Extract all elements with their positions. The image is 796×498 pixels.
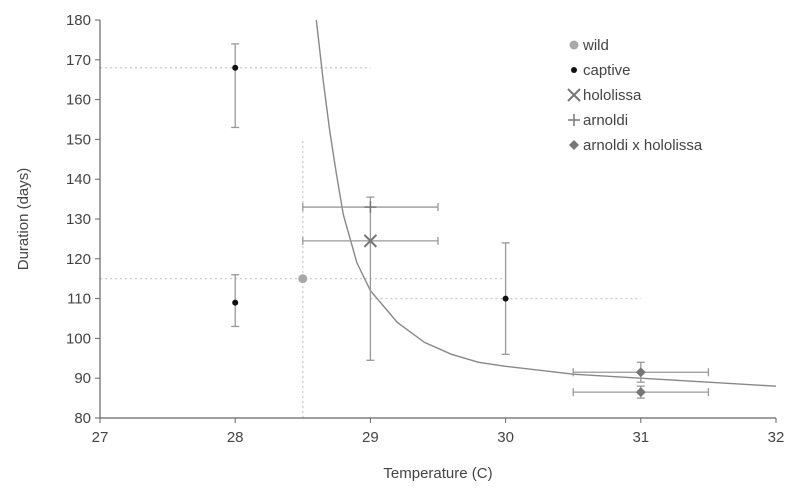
legend-marker-hololissa-stroke [567,88,581,102]
y-tick-label: 100 [66,330,91,347]
y-axis-label: Duration (days) [15,168,32,271]
legend-marker-hololissa [567,88,581,102]
legend: wild captive hololissa arnoldi arnoldi x hol… [567,37,703,154]
y-tick-label: 80 [74,410,91,427]
data-point-hololissa-stroke [363,234,378,248]
y-tick-label: 160 [66,92,91,109]
y-tick-label: 130 [66,211,91,228]
legend-label-arnoldi: arnoldi [583,112,628,129]
y-tick-label: 140 [66,171,91,188]
fit-curve [315,19,777,387]
data-point-hololissa [363,234,378,248]
data-point-captive [232,64,239,71]
data-point-captive [232,299,239,306]
fit-curve-group [315,19,777,387]
x-tick-label: 30 [497,429,514,446]
x-tick-label: 27 [92,429,109,446]
y-tick-label: 120 [66,251,91,268]
data-point-captive [502,295,509,302]
legend-label-captive: captive [583,62,631,79]
y-tick-label: 90 [74,370,91,387]
legend-label-wild: wild [582,37,609,54]
legend-marker-captive [571,67,577,73]
legend-marker-arnoldi_x_hololissa [569,140,579,150]
y-tick-label: 180 [66,12,91,29]
legend-marker-arnoldi [568,114,580,126]
x-tick-label: 28 [227,429,244,446]
axes [95,19,777,423]
x-axis-label: Temperature (C) [383,465,492,482]
tick-labels: 80 90 100 110 120 130 140 150 160 170 180 27 28 29 30 3… [66,12,784,446]
x-tick-label: 32 [768,429,785,446]
x-tick-label: 29 [362,429,379,446]
legend-label-hololissa: hololissa [583,87,642,104]
data-point-arnoldi-x-hololissa [635,387,646,398]
legend-marker-wild [569,40,579,50]
legend-label-arnoldi_x_hololissa: arnoldi x hololissa [583,137,703,154]
data-point-arnoldi-x-hololissa [635,367,646,378]
y-tick-label: 110 [67,291,91,308]
data-point-wild [298,274,308,284]
y-tick-label: 150 [66,131,91,148]
x-tick-label: 31 [632,429,649,446]
data-points [232,64,646,398]
y-tick-label: 170 [66,52,91,69]
data-point-arnoldi [364,201,377,214]
